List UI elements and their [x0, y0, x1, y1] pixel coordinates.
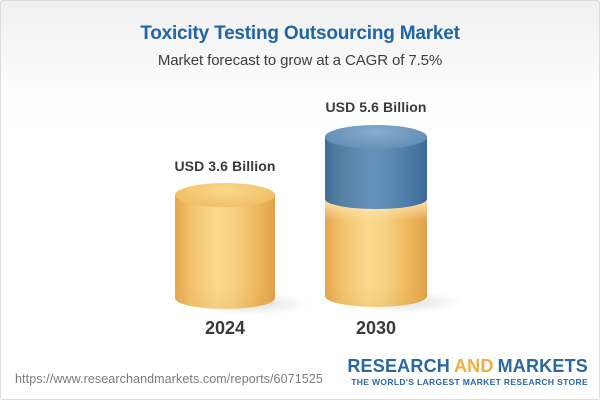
bar-segment-2030-growth-blue: [325, 137, 427, 209]
x-tick-label-2030: 2030: [355, 318, 397, 338]
report-url-text: https://www.researchandmarkets.com/repor…: [15, 372, 323, 386]
bar-cylinder-2024: [175, 183, 275, 309]
cylinder-top-ellipse-blue: [325, 125, 427, 149]
value-label-2030: USD 5.6 Billion: [325, 99, 427, 115]
logo-tagline: THE WORLD'S LARGEST MARKET RESEARCH STOR…: [351, 377, 588, 387]
x-tick-label-2024: 2024: [204, 318, 246, 338]
chart-subtitle: Market forecast to grow at a CAGR of 7.5…: [157, 52, 443, 69]
logo-word-and: AND: [453, 356, 494, 376]
chart-title: Toxicity Testing Outsourcing Market: [140, 23, 460, 44]
bar-segment-2030-base-gold: [325, 199, 427, 307]
logo-word-markets: MARKETS: [497, 356, 588, 376]
logo-wordmark: RESEARCH AND MARKETS: [347, 357, 588, 375]
bar-cylinder-2030: [325, 125, 427, 307]
value-label-2024: USD 3.6 Billion: [174, 158, 276, 174]
bar-segment-2024-gold: [175, 195, 275, 309]
research-and-markets-logo: RESEARCH AND MARKETS THE WORLD'S LARGEST M…: [347, 357, 588, 387]
cylinder-top-ellipse-gold: [175, 183, 275, 207]
logo-word-research: RESEARCH: [347, 356, 450, 376]
